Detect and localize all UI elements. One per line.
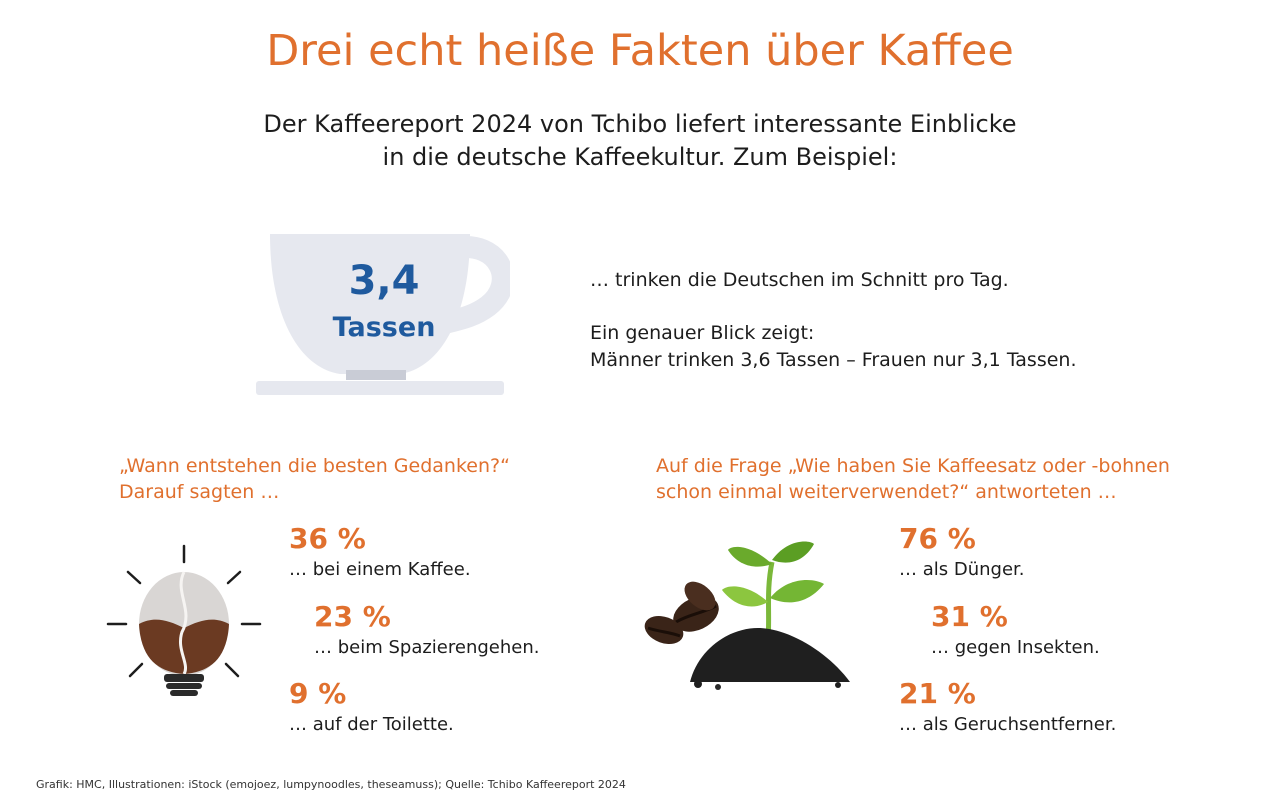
intro-line-2: in die deutsche Kaffeekultur. Zum Beispi… [382,143,898,171]
right-stat-3-label: … als Geruchsentferner. [899,714,1117,735]
cup-text-1: … trinken die Deutschen im Schnitt pro T… [590,269,1009,291]
right-stat-1-percent: 76 % [899,522,976,555]
plant-soil-icon [644,541,850,690]
cups-unit: Tassen [332,312,436,343]
cup-text-3: Männer trinken 3,6 Tassen – Frauen nur 3… [590,349,1077,371]
left-question-line-2: Darauf sagten … [119,481,280,503]
left-stat-2-label: … beim Spazierengehen. [314,637,540,658]
right-question-line-2: schon einmal weiterverwendet?“ antwortet… [656,481,1117,503]
intro-line-1: Der Kaffeereport 2024 von Tchibo liefert… [263,110,1017,138]
left-stat-3-percent: 9 % [289,677,347,710]
left-stat-3-label: … auf der Toilette. [289,714,454,735]
cup-text-2: Ein genauer Blick zeigt: [590,322,815,344]
cups-value: 3,4 [348,258,420,304]
page-title: Drei echt heiße Fakten über Kaffee [266,26,1014,76]
right-question-line-1: Auf die Frage „Wie haben Sie Kaffeesatz … [656,455,1170,477]
right-question: Auf die Frage „Wie haben Sie Kaffeesatz … [656,453,1170,505]
lightbulb-icon [106,544,262,696]
left-question-line-1: „Wann entstehen die besten Gedanken?“ [119,455,510,477]
left-stat-2-percent: 23 % [314,600,391,633]
footer-credits: Grafik: HMC, Illustrationen: iStock (emo… [36,778,626,791]
right-stat-1-label: … als Dünger. [899,559,1025,580]
coffee-cup-icon [256,234,510,395]
right-stat-2-label: … gegen Insekten. [931,637,1100,658]
left-question: „Wann entstehen die besten Gedanken?“ Da… [119,453,510,505]
left-stat-1-percent: 36 % [289,522,366,555]
right-stat-2-percent: 31 % [931,600,1008,633]
left-stat-1-label: … bei einem Kaffee. [289,559,471,580]
intro-text: Der Kaffeereport 2024 von Tchibo liefert… [0,108,1280,174]
right-stat-3-percent: 21 % [899,677,976,710]
